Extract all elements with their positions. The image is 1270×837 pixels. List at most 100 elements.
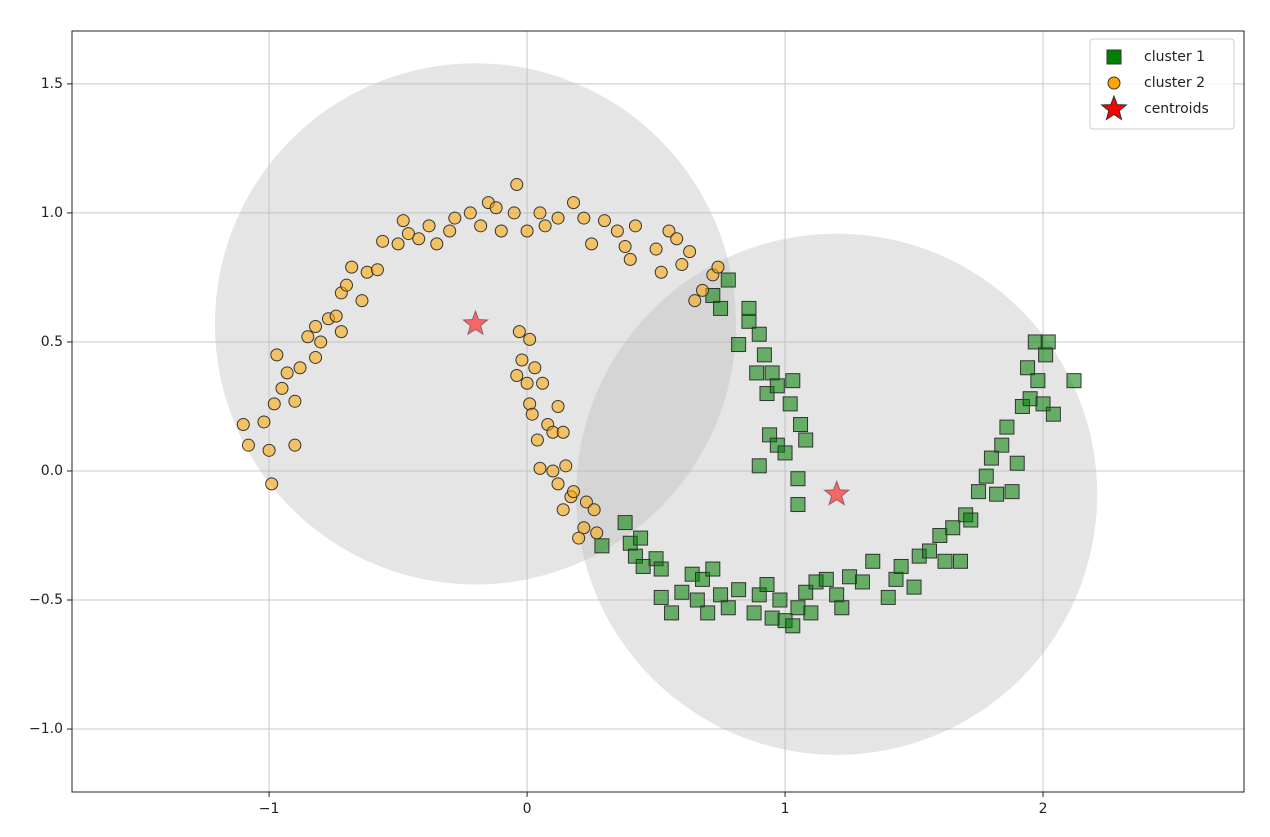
- point: [528, 361, 542, 375]
- point: [790, 471, 806, 487]
- point: [999, 419, 1015, 435]
- centroid: [822, 479, 851, 506]
- point: [922, 543, 938, 559]
- point: [798, 432, 814, 448]
- point: [301, 330, 315, 344]
- point: [759, 577, 775, 593]
- legend-marker: [1107, 76, 1121, 90]
- point: [241, 438, 255, 452]
- point: [422, 219, 436, 233]
- point: [556, 425, 570, 439]
- point: [618, 239, 632, 253]
- point: [790, 497, 806, 513]
- point: [1009, 455, 1025, 471]
- point: [585, 237, 599, 251]
- point: [370, 263, 384, 277]
- point: [577, 211, 591, 225]
- point: [623, 252, 637, 266]
- point: [749, 365, 765, 381]
- point: [236, 418, 250, 432]
- point: [818, 571, 834, 587]
- point: [275, 381, 289, 395]
- point: [756, 347, 772, 363]
- point: [842, 569, 858, 585]
- point: [751, 326, 767, 342]
- y-tick-label: −0.5: [29, 592, 63, 608]
- point: [700, 605, 716, 621]
- point: [635, 558, 651, 574]
- point: [1027, 334, 1043, 350]
- point: [670, 232, 684, 246]
- point: [617, 515, 633, 531]
- point: [785, 373, 801, 389]
- point: [551, 211, 565, 225]
- point: [664, 605, 680, 621]
- point: [510, 178, 524, 192]
- point: [430, 237, 444, 251]
- point: [731, 582, 747, 598]
- point: [994, 437, 1010, 453]
- point: [579, 495, 593, 509]
- point: [309, 350, 323, 364]
- point: [376, 234, 390, 248]
- point: [559, 459, 573, 473]
- point: [355, 294, 369, 308]
- x-tick-label: 2: [1039, 801, 1048, 817]
- point: [309, 319, 323, 333]
- point: [530, 433, 544, 447]
- point: [1020, 360, 1036, 376]
- point: [556, 503, 570, 517]
- point: [854, 574, 870, 590]
- point: [510, 369, 524, 383]
- point: [769, 378, 785, 394]
- point: [746, 605, 762, 621]
- point: [533, 206, 547, 220]
- x-tick-label: −1: [259, 801, 280, 817]
- point: [777, 445, 793, 461]
- point: [463, 206, 477, 220]
- point: [1040, 334, 1056, 350]
- point: [978, 468, 994, 484]
- point: [597, 214, 611, 228]
- legend-label: centroids: [1144, 101, 1209, 117]
- point: [764, 610, 780, 626]
- point: [989, 486, 1005, 502]
- point: [512, 325, 526, 339]
- point: [567, 196, 581, 210]
- point: [288, 438, 302, 452]
- point: [952, 553, 968, 569]
- point: [334, 325, 348, 339]
- y-tick-label: 1.0: [41, 205, 63, 221]
- point: [1045, 406, 1061, 422]
- point: [293, 361, 307, 375]
- legend-marker: [1106, 49, 1122, 65]
- point: [448, 211, 462, 225]
- point: [610, 224, 624, 238]
- point: [567, 485, 581, 499]
- point: [932, 527, 948, 543]
- point: [741, 300, 757, 316]
- point: [339, 278, 353, 292]
- point: [270, 348, 284, 362]
- point: [971, 484, 987, 500]
- point: [329, 309, 343, 323]
- point: [689, 592, 705, 608]
- point: [396, 214, 410, 228]
- point: [538, 219, 552, 233]
- point: [391, 237, 405, 251]
- legend-label: cluster 2: [1144, 75, 1205, 91]
- point: [1066, 373, 1082, 389]
- point: [262, 443, 276, 457]
- point: [546, 464, 560, 478]
- point: [515, 353, 529, 367]
- point: [772, 592, 788, 608]
- point: [865, 553, 881, 569]
- point: [551, 477, 565, 491]
- point: [720, 272, 736, 288]
- point: [1004, 484, 1020, 500]
- point: [590, 526, 604, 540]
- point: [520, 224, 534, 238]
- point: [587, 503, 601, 517]
- centroid: [461, 309, 490, 336]
- point: [594, 538, 610, 554]
